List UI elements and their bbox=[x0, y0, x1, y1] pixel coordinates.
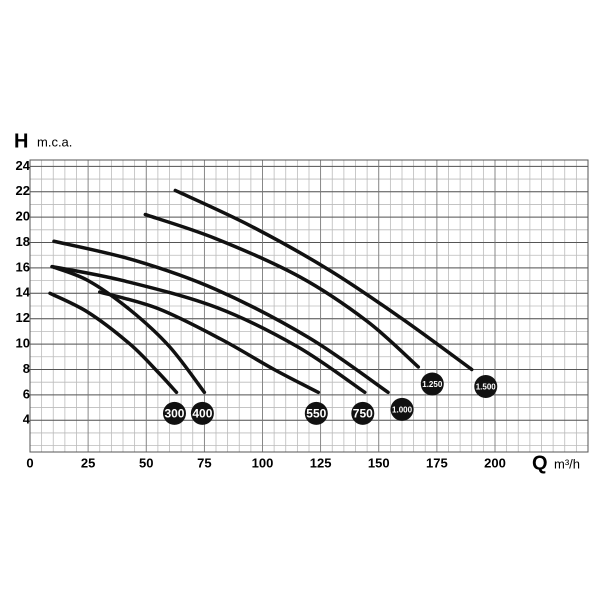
plot-frame bbox=[29, 159, 589, 453]
series-badge bbox=[351, 401, 375, 425]
series-badge bbox=[162, 401, 186, 425]
x-tick-label: 125 bbox=[310, 455, 332, 470]
series-badge bbox=[304, 401, 328, 425]
y-tick-label: 20 bbox=[16, 209, 30, 224]
x-tick-label: 200 bbox=[484, 455, 506, 470]
series-label: 550 bbox=[306, 407, 326, 421]
pump-curve bbox=[143, 212, 421, 369]
y-tick-label: 22 bbox=[16, 183, 30, 198]
x-axis-unit: m³/h bbox=[554, 456, 580, 471]
series-badge bbox=[420, 372, 444, 396]
y-tick-label: 14 bbox=[16, 285, 31, 300]
series-badge bbox=[190, 401, 214, 425]
y-tick-label: 10 bbox=[16, 336, 30, 351]
x-tick-label: 100 bbox=[252, 455, 274, 470]
y-axis-symbol: H bbox=[14, 130, 28, 152]
x-tick-label: 0 bbox=[26, 455, 33, 470]
pump-curve bbox=[48, 291, 179, 395]
series-label: 1.250 bbox=[422, 380, 443, 389]
y-tick-label: 24 bbox=[16, 158, 31, 173]
series-label: 1.000 bbox=[392, 405, 413, 414]
y-tick-label: 8 bbox=[23, 361, 30, 376]
series-label: 1.500 bbox=[476, 383, 497, 392]
series-label: 400 bbox=[192, 407, 212, 421]
y-tick-label: 6 bbox=[23, 386, 30, 401]
x-tick-label: 150 bbox=[368, 455, 390, 470]
pump-curve bbox=[98, 290, 321, 395]
pump-curve bbox=[52, 239, 390, 395]
pump-curve bbox=[50, 264, 367, 395]
y-axis-unit: m.c.a. bbox=[37, 134, 72, 149]
pump-curve bbox=[50, 264, 207, 395]
x-tick-label: 50 bbox=[139, 455, 153, 470]
series-label: 300 bbox=[164, 407, 184, 421]
y-tick-label: 4 bbox=[23, 412, 31, 427]
y-tick-label: 16 bbox=[16, 259, 30, 274]
y-tick-label: 18 bbox=[16, 234, 30, 249]
x-tick-label: 75 bbox=[197, 455, 211, 470]
series-label: 750 bbox=[353, 407, 373, 421]
series-badge bbox=[474, 374, 498, 398]
x-tick-label: 25 bbox=[81, 455, 95, 470]
pump-curve bbox=[173, 188, 474, 372]
y-tick-label: 12 bbox=[16, 310, 30, 325]
x-tick-label: 175 bbox=[426, 455, 448, 470]
x-axis-symbol: Q bbox=[532, 452, 548, 474]
series-badge bbox=[390, 397, 414, 421]
